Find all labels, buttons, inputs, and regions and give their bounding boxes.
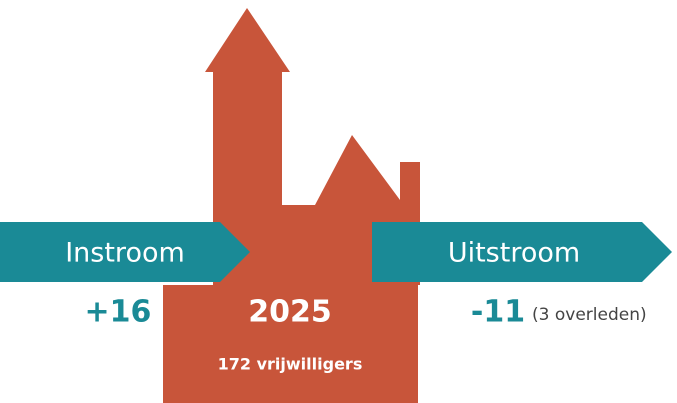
page: Instroom Uitstroom +16 2025 172 vrijwill… xyxy=(0,0,677,403)
year: 2025 xyxy=(248,295,332,330)
inflow-label: Instroom xyxy=(65,238,185,269)
infographic: Instroom Uitstroom +16 2025 172 vrijwill… xyxy=(0,0,677,403)
outflow-value: -11 xyxy=(471,295,525,330)
castle xyxy=(163,8,420,403)
inflow-value: +16 xyxy=(85,295,152,330)
outflow-note: (3 overleden) xyxy=(532,305,647,325)
outflow-label: Uitstroom xyxy=(448,238,580,269)
volunteer-count: 172 vrijwilligers xyxy=(218,355,363,374)
